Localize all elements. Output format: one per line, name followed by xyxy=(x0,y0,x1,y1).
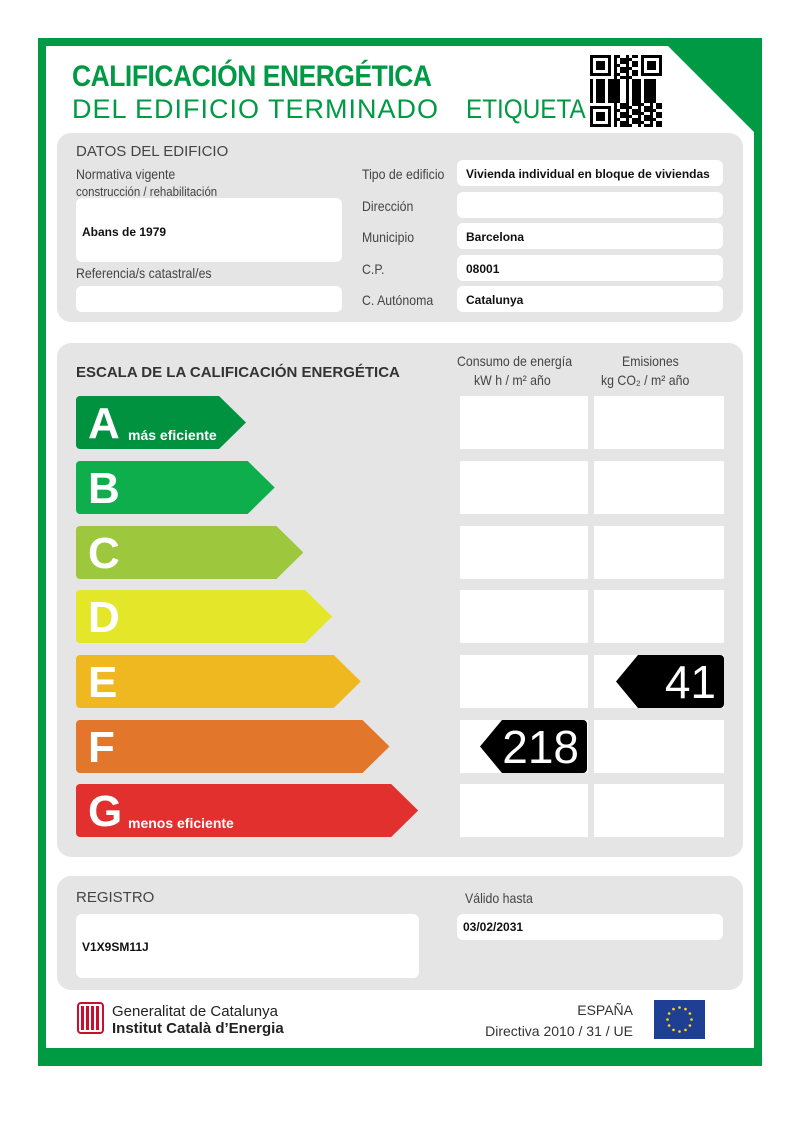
consumo-cell xyxy=(460,526,588,579)
registro-field xyxy=(76,914,419,978)
normativa-label: Normativa vigente xyxy=(76,166,176,182)
consumo-cell xyxy=(460,461,588,514)
class-bar-c: C xyxy=(76,526,303,579)
consumo-header: Consumo de energía xyxy=(457,353,573,369)
consumo-cell xyxy=(460,590,588,643)
emisiones-header: Emisiones xyxy=(622,353,679,369)
class-letter: B xyxy=(88,464,120,513)
directive: Directiva 2010 / 31 / UE xyxy=(485,1023,633,1039)
field-box: Catalunya xyxy=(457,286,723,312)
normativa-label-2: construcción / rehabilitación xyxy=(76,184,218,199)
class-letter: G xyxy=(88,787,123,836)
valido-field xyxy=(457,914,723,940)
valido-value: 03/02/2031 xyxy=(463,920,524,934)
generalitat-logo-icon xyxy=(77,1002,104,1034)
class-letter: E xyxy=(88,658,118,707)
field-label: Tipo de edificio xyxy=(362,166,445,182)
consumo-cell xyxy=(460,655,588,708)
emisiones-cell xyxy=(594,590,724,643)
emisiones-cell xyxy=(594,461,724,514)
emisiones-indicator: 41 xyxy=(616,655,724,708)
consumo-cell xyxy=(460,784,588,837)
field-box xyxy=(457,192,723,218)
title-line2: DEL EDIFICIO TERMINADO xyxy=(72,94,440,124)
field-label: Dirección xyxy=(362,198,414,214)
title-line1: CALIFICACIÓN ENERGÉTICA xyxy=(72,60,432,93)
field-label: C.P. xyxy=(362,261,385,277)
field-label: C. Autónoma xyxy=(362,292,434,308)
field-value: 08001 xyxy=(466,262,500,276)
consumo-cell xyxy=(460,396,588,449)
class-bar-e: E xyxy=(76,655,361,708)
class-subtitle: más eficiente xyxy=(128,427,217,443)
emisiones-cell xyxy=(594,526,724,579)
field-value: Catalunya xyxy=(466,293,524,307)
valido-label: Válido hasta xyxy=(465,890,533,906)
referencia-field xyxy=(76,286,342,312)
field-box: Barcelona xyxy=(457,223,723,249)
field-box: Vivienda individual en bloque de viviend… xyxy=(457,160,723,186)
normativa-field xyxy=(76,198,342,262)
emisiones-units: kg CO₂ / m² año xyxy=(601,372,690,388)
eu-flag-icon xyxy=(654,1000,705,1039)
consumo-units: kW h / m² año xyxy=(474,372,551,388)
class-letter: D xyxy=(88,593,120,642)
class-bar-f: F xyxy=(76,720,390,773)
field-box: 08001 xyxy=(457,255,723,281)
class-bar-d: D xyxy=(76,590,332,643)
class-bar-g: G menos eficiente xyxy=(76,784,418,837)
class-subtitle: menos eficiente xyxy=(128,815,234,831)
class-bar-b: B xyxy=(76,461,275,514)
class-letter: F xyxy=(88,723,115,772)
etiqueta-label: ETIQUETA xyxy=(466,94,586,124)
qr-code-icon[interactable] xyxy=(590,55,662,127)
emisiones-cell xyxy=(594,396,724,449)
emisiones-cell xyxy=(594,720,724,773)
field-value: Vivienda individual en bloque de viviend… xyxy=(466,167,710,181)
emisiones-cell xyxy=(594,784,724,837)
class-bar-a: A más eficiente xyxy=(76,396,246,449)
consumo-indicator: 218 xyxy=(480,720,587,773)
country: ESPAÑA xyxy=(577,1002,633,1018)
scale-title: ESCALA DE LA CALIFICACIÓN ENERGÉTICA xyxy=(76,364,400,381)
org-name: Generalitat de Catalunya xyxy=(112,1003,278,1020)
registro-label: REGISTRO xyxy=(76,889,155,906)
field-value: Barcelona xyxy=(466,230,525,244)
building-section-title: DATOS DEL EDIFICIO xyxy=(76,143,229,160)
class-letter: C xyxy=(88,529,120,578)
referencia-label: Referencia/s catastral/es xyxy=(76,265,212,281)
normativa-value: Abans de 1979 xyxy=(82,225,167,239)
institute-name: Institut Català d’Energia xyxy=(112,1020,284,1037)
registro-value: V1X9SM11J xyxy=(82,940,149,954)
field-label: Municipio xyxy=(362,229,415,245)
class-letter: A xyxy=(88,399,120,448)
